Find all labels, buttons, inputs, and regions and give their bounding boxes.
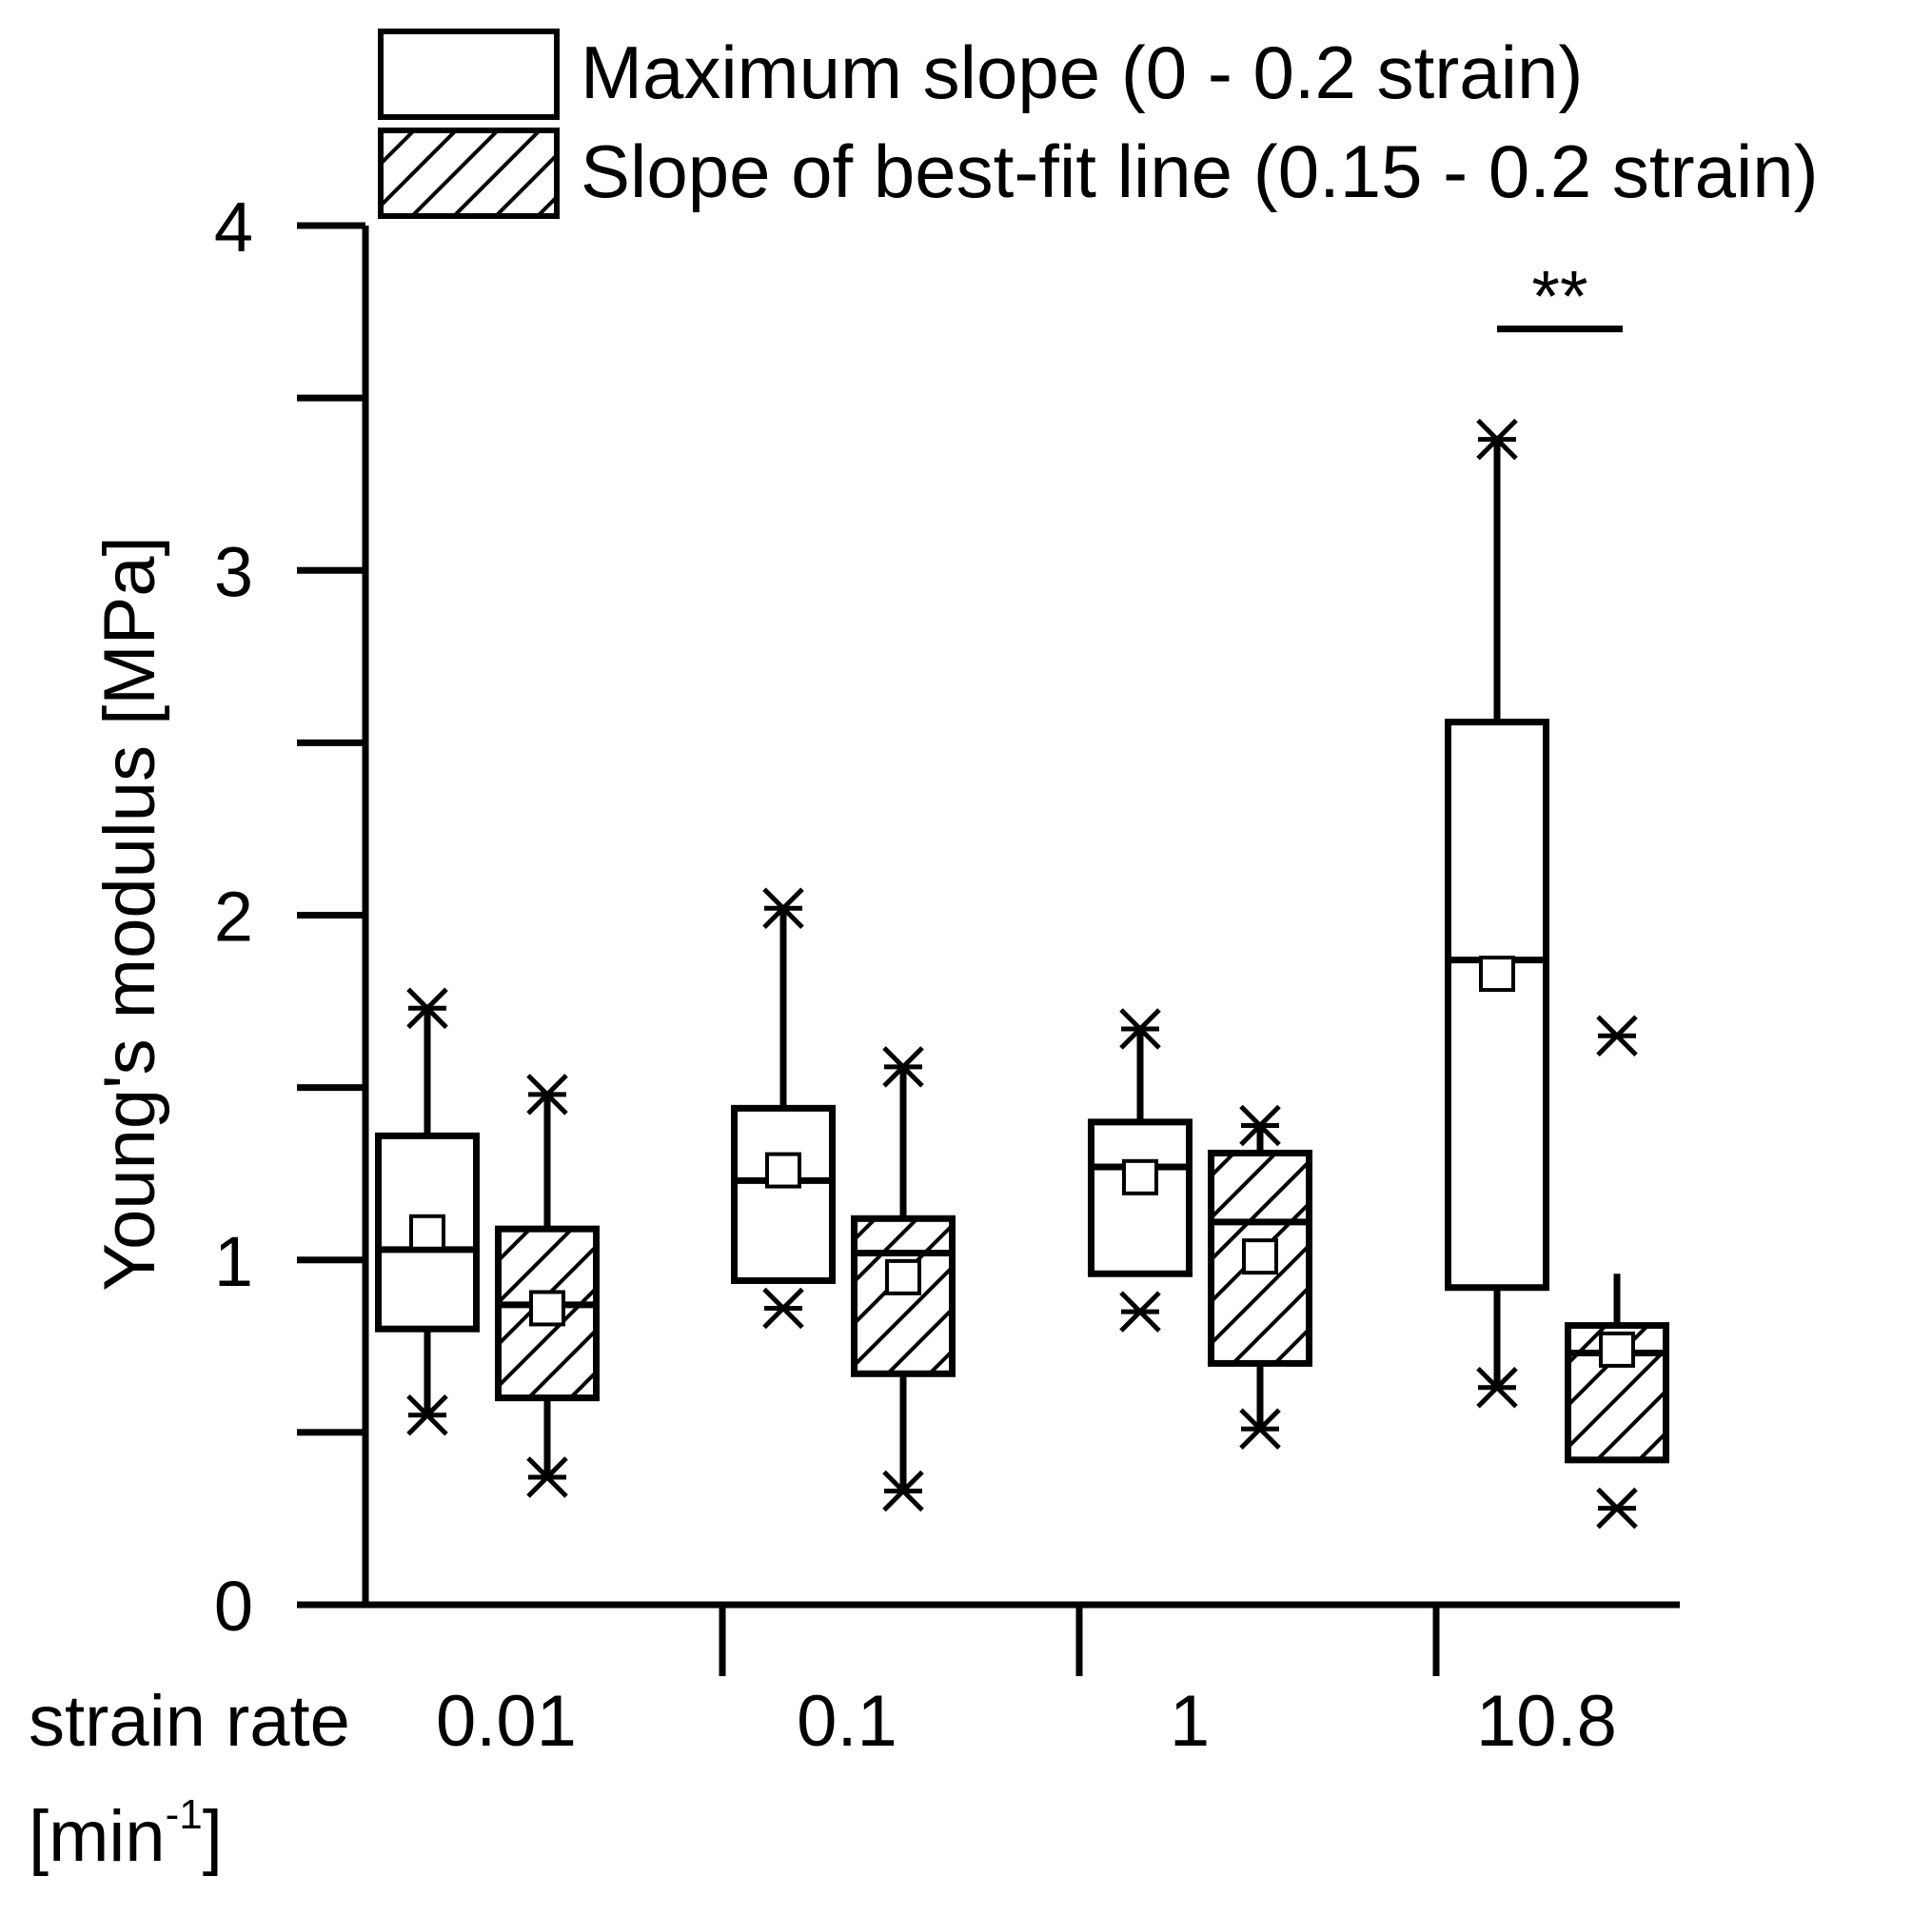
x-category-labels: 0.01 0.1 1 10.8	[436, 1681, 1617, 1762]
x-category-label: 0.1	[797, 1681, 897, 1762]
box	[1088, 1118, 1193, 1277]
max-marker	[1119, 1008, 1161, 1050]
x-axis-unit-open: [min	[29, 1796, 166, 1877]
x-category-label: 0.01	[436, 1681, 577, 1762]
box-plot	[1445, 418, 1549, 1409]
min-marker	[1476, 1367, 1518, 1409]
box	[731, 1104, 836, 1284]
min-marker	[762, 1287, 804, 1330]
y-tick-label: 2	[214, 878, 253, 957]
x-axis-unit: [min-1]	[29, 1791, 223, 1877]
min-marker	[882, 1470, 924, 1512]
legend-label-max-slope: Maximum slope (0 - 0.2 strain)	[581, 30, 1583, 114]
mean-marker	[529, 1290, 565, 1327]
min-marker	[406, 1393, 448, 1436]
x-category-label: 1	[1170, 1681, 1210, 1762]
box	[495, 1225, 600, 1402]
mean-marker	[765, 1152, 801, 1189]
significance-annotation: **	[1497, 257, 1623, 338]
mean-marker	[1242, 1238, 1278, 1275]
max-marker	[762, 887, 804, 930]
box-plot	[731, 887, 836, 1330]
max-marker	[406, 987, 448, 1030]
legend-swatch-max-slope	[378, 29, 560, 120]
box-plot	[495, 1074, 600, 1498]
box	[851, 1215, 956, 1377]
y-axis-label: Young's modulus [MPa]	[89, 536, 170, 1291]
box-plot	[375, 987, 480, 1436]
max-marker	[1476, 418, 1518, 461]
x-category-label: 10.8	[1476, 1681, 1617, 1762]
min-marker	[1119, 1291, 1161, 1333]
y-tick-label: 3	[214, 532, 253, 611]
x-category-separators	[719, 1605, 1440, 1676]
max-marker	[526, 1074, 568, 1116]
y-tick-label: 4	[214, 188, 253, 267]
box	[1445, 719, 1549, 1292]
x-axis-unit-exponent: -1	[166, 1791, 203, 1838]
mean-marker	[1479, 956, 1515, 993]
box-plot	[1088, 1008, 1193, 1333]
box-plot	[1565, 1015, 1669, 1530]
max-marker	[882, 1046, 924, 1088]
mean-marker	[1122, 1158, 1158, 1195]
box-plots	[375, 418, 1669, 1530]
legend-label-best-fit: Slope of best-fit line (0.15 - 0.2 strai…	[581, 129, 1819, 213]
y-ticks: 0 1 2 3 4	[214, 188, 365, 1646]
min-marker	[1596, 1487, 1638, 1530]
x-axis-unit-close: ]	[203, 1796, 223, 1877]
significance-stars: **	[1531, 257, 1587, 338]
max-marker	[1239, 1104, 1281, 1147]
max-marker	[1596, 1015, 1638, 1057]
mean-marker	[409, 1214, 445, 1251]
box-plot	[1208, 1104, 1312, 1451]
y-tick-label: 1	[214, 1222, 253, 1301]
legend-swatch-best-fit	[378, 128, 560, 219]
y-tick-label: 0	[214, 1567, 253, 1646]
mean-marker	[1599, 1331, 1635, 1368]
x-axis-label: strain rate	[29, 1681, 350, 1762]
min-marker	[1239, 1408, 1281, 1451]
min-marker	[526, 1456, 568, 1498]
legend: Maximum slope (0 - 0.2 strain) Slope of …	[378, 29, 1819, 219]
mean-marker	[885, 1258, 921, 1295]
box-plot	[851, 1046, 956, 1512]
